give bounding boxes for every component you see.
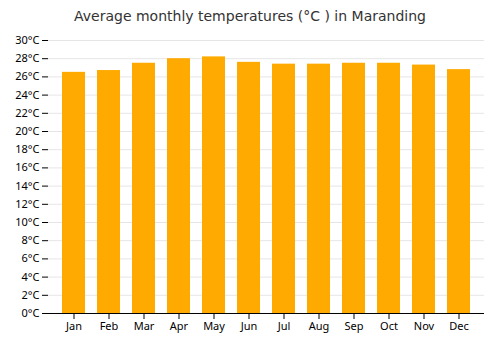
svg-text:Dec: Dec <box>449 318 469 333</box>
svg-text:Jan: Jan <box>65 318 82 333</box>
html-text:Average monthly temperatures (: Average monthly temperatures (°C ) in Ma… <box>74 8 426 24</box>
svg-text:Apr: Apr <box>170 318 189 333</box>
svg-text:26°C: 26°C <box>15 68 39 83</box>
svg-text:Sep: Sep <box>344 318 363 333</box>
svg-text:8°C: 8°C <box>22 232 40 247</box>
svg-text:2°C: 2°C <box>22 287 40 302</box>
svg-text:Jul: Jul <box>277 318 291 333</box>
svg-text:16°C: 16°C <box>15 159 39 174</box>
svg-text:12°C: 12°C <box>15 196 39 211</box>
svg-text:Jun: Jun <box>240 318 258 333</box>
svg-text:10°C: 10°C <box>15 214 39 229</box>
svg-text:May: May <box>203 318 225 333</box>
svg-text:Mar: Mar <box>134 318 155 333</box>
svg-text:Feb: Feb <box>100 318 119 333</box>
svg-text:6°C: 6°C <box>22 250 40 265</box>
svg-text:30°C: 30°C <box>15 32 39 47</box>
svg-text:20°C: 20°C <box>15 123 39 138</box>
svg-text:Nov: Nov <box>414 318 435 333</box>
svg-text:Aug: Aug <box>309 318 330 333</box>
svg-text:24°C: 24°C <box>15 87 39 102</box>
svg-text:18°C: 18°C <box>15 141 39 156</box>
svg-text:22°C: 22°C <box>15 105 39 120</box>
svg-text:14°C: 14°C <box>15 178 39 193</box>
svg-text:0°C: 0°C <box>22 305 40 320</box>
svg-text:Oct: Oct <box>380 318 398 333</box>
svg-text:28°C: 28°C <box>15 50 39 65</box>
svg-text:4°C: 4°C <box>22 269 40 284</box>
